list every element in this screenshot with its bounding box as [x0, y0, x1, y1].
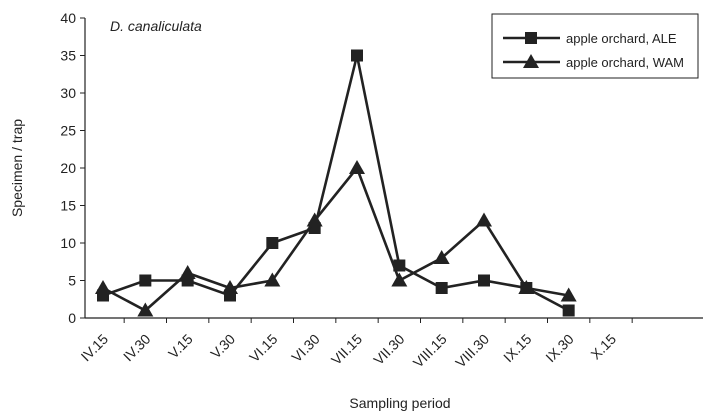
legend-marker-square	[525, 32, 537, 44]
x-axis-title: Sampling period	[349, 395, 450, 411]
series-triangle	[95, 160, 577, 317]
data-point-triangle	[306, 212, 323, 227]
series-line	[102, 165, 569, 313]
x-tick-label: IV.30	[120, 331, 154, 365]
series-layer	[95, 49, 577, 317]
x-ticks: IV.15 IV.30 V.15 V.30 VI.15 VI.30 VII.15 VII.30…	[78, 318, 633, 371]
data-point-triangle	[349, 160, 365, 174]
y-tick-label: 5	[68, 273, 76, 289]
data-point-triangle	[222, 280, 238, 294]
data-point-square	[139, 274, 152, 287]
data-point-square	[351, 49, 363, 62]
x-tick-label: IX.15	[500, 331, 535, 366]
y-tick-label: 35	[60, 48, 76, 64]
data-point-square	[393, 259, 406, 272]
x-tick-label: IV.15	[78, 331, 112, 365]
data-point-triangle	[95, 280, 111, 294]
series-line	[102, 55, 570, 312]
data-point-triangle	[518, 280, 535, 294]
data-point-square	[266, 237, 279, 249]
x-tick-label: V.30	[207, 331, 238, 362]
y-tick-label: 40	[60, 10, 76, 26]
legend-marker-triangle	[523, 54, 539, 68]
x-tick-label: VIII.15	[410, 331, 450, 371]
data-point-triangle	[433, 250, 450, 264]
series-square	[97, 49, 575, 317]
data-point-triangle	[391, 272, 408, 287]
x-tick-label: VII.15	[328, 331, 365, 368]
y-axis-title: Specimen / trap	[9, 119, 25, 217]
legend-item: apple orchard, WAM	[503, 54, 684, 70]
y-tick-label: 30	[60, 85, 76, 101]
data-point-square	[435, 282, 448, 294]
x-tick-label: VI.30	[288, 331, 323, 366]
data-point-triangle	[179, 265, 196, 279]
y-tick-label: 20	[60, 160, 76, 176]
data-point-triangle	[137, 302, 154, 317]
x-tick-label: IX.30	[542, 331, 577, 366]
y-tick-label: 0	[68, 310, 76, 326]
legend: apple orchard, ALE apple orchard, WAM	[491, 13, 699, 79]
x-tick-label: X.15	[587, 331, 619, 363]
x-tick-label: VI.15	[246, 331, 281, 366]
x-tick-label: VIII.30	[452, 331, 492, 371]
data-point-square	[562, 304, 575, 317]
data-point-triangle	[560, 287, 577, 302]
x-tick-label: V.15	[165, 331, 196, 362]
y-tick-label: 10	[60, 235, 76, 251]
legend-label: apple orchard, ALE	[566, 31, 677, 46]
y-tick-label: 25	[60, 123, 76, 139]
y-ticks: 0 5 10 15 20 25 30 35 40	[60, 10, 85, 326]
legend-label: apple orchard, WAM	[566, 55, 684, 70]
x-tick-label: VII.30	[370, 331, 407, 368]
chart-title: D. canaliculata	[110, 18, 202, 34]
data-point-triangle	[264, 272, 281, 287]
data-point-triangle	[476, 212, 492, 227]
legend-item: apple orchard, ALE	[503, 31, 677, 46]
y-tick-label: 15	[60, 198, 76, 214]
data-point-square	[478, 274, 490, 287]
